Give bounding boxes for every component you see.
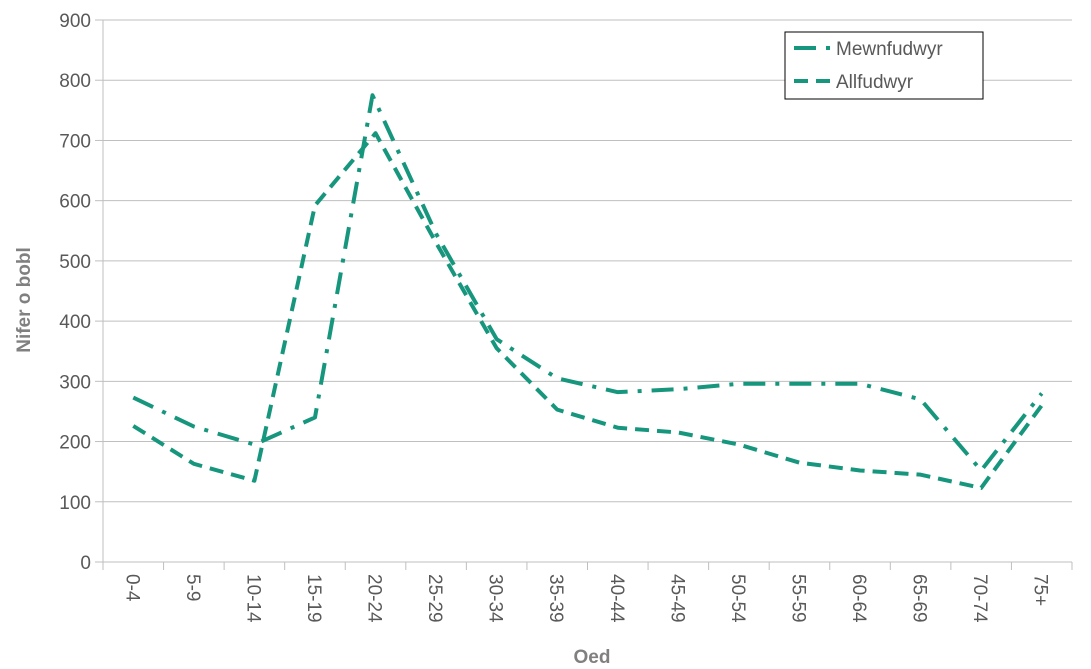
x-tick-label: 30-34 — [485, 574, 506, 623]
x-tick-label: 45-49 — [666, 574, 687, 623]
x-tick-label: 5-9 — [182, 574, 203, 601]
x-tick-label: 35-39 — [545, 574, 566, 623]
x-tick-label: 15-19 — [303, 574, 324, 623]
x-tick-label: 0-4 — [121, 574, 142, 602]
y-tick-label: 800 — [59, 71, 91, 92]
x-tick-label: 20-24 — [364, 574, 385, 623]
y-tick-label: 400 — [59, 312, 91, 333]
legend-label-mewnfudwyr: Mewnfudwyr — [836, 39, 943, 60]
y-tick-label: 200 — [59, 433, 91, 454]
x-tick-label: 75+ — [1030, 574, 1051, 606]
series-line-allfudwyr — [132, 131, 1044, 490]
x-tick-label: 70-74 — [969, 574, 990, 623]
y-tick-label: 500 — [59, 252, 91, 273]
x-tick-labels: 0-4 5-9 10-14 15-19 20-24 25-29 30-34 35-39 40-4… — [121, 574, 1050, 623]
y-tick-label: 900 — [59, 11, 91, 32]
series-lines — [132, 93, 1044, 490]
legend-box — [784, 31, 984, 100]
y-tick-labels: 0 100 200 300 400 500 600 700 800 900 — [59, 11, 91, 574]
x-tick-label: 40-44 — [606, 574, 627, 623]
y-tick-label: 100 — [59, 493, 91, 514]
y-tick-label: 0 — [80, 553, 91, 574]
x-axis-title: Oed — [574, 647, 611, 668]
legend: Mewnfudwyr Allfudwyr — [784, 31, 984, 100]
series-line-mewnfudwyr — [132, 93, 1044, 473]
axes — [95, 19, 1073, 570]
y-tick-label: 700 — [59, 131, 91, 152]
y-tick-label: 300 — [59, 372, 91, 393]
x-tick-label: 65-69 — [909, 574, 930, 623]
y-axis-title: Nifer o bobl — [14, 247, 35, 353]
y-tick-label: 600 — [59, 192, 91, 213]
x-tick-label: 55-59 — [787, 574, 808, 623]
x-tick-label: 60-64 — [848, 574, 869, 623]
x-tick-label: 10-14 — [242, 574, 263, 623]
x-tick-label: 50-54 — [727, 574, 748, 623]
x-tick-label: 25-29 — [424, 574, 445, 623]
legend-label-allfudwyr: Allfudwyr — [836, 72, 914, 93]
